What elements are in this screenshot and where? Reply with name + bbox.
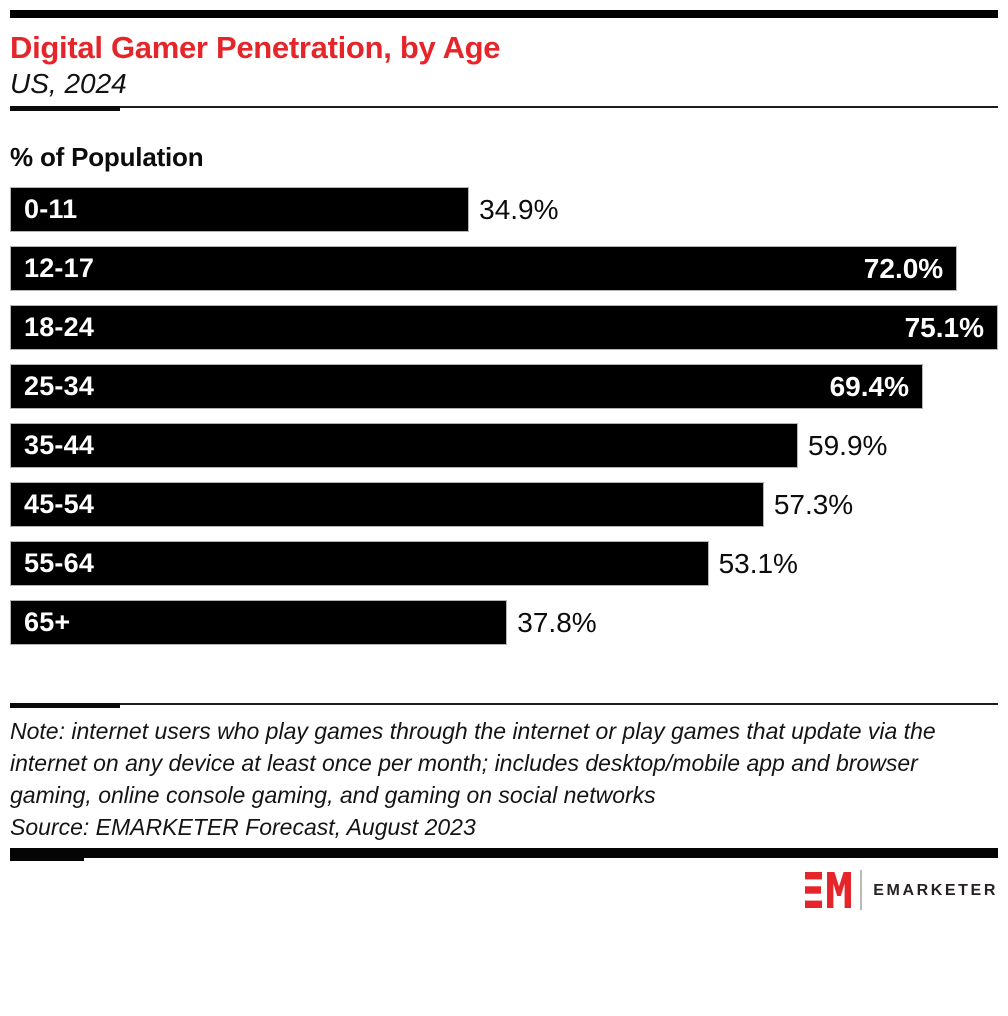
note-line: gaming, online console gaming, and gamin… (10, 782, 656, 808)
bar-row: 0-11 34.9% (10, 187, 998, 232)
bottom-rule-bar-notch (10, 848, 84, 861)
note-line: Note: internet users who play games thro… (10, 718, 936, 744)
bar-12-17: 12-17 72.0% (10, 246, 958, 291)
bar-category-label: 55-64 (24, 548, 95, 578)
brand-footer: EMARKETER (10, 869, 998, 911)
bar-65+: 65+ (10, 600, 508, 645)
page-title: Digital Gamer Penetration, by Age (10, 30, 501, 65)
bar-value-label: 72.0% (863, 252, 944, 284)
bar-25-34: 25-34 69.4% (10, 364, 923, 409)
bar-value-label: 37.8% (517, 606, 597, 638)
bar-35-44: 35-44 (10, 423, 799, 468)
footer-divider-thick-segment (10, 703, 120, 708)
footer-divider (10, 703, 998, 708)
header-divider-thick-segment (10, 106, 120, 111)
bar-category-label: 25-34 (24, 371, 95, 401)
axis-unit-label: % of Population (10, 142, 204, 172)
bar-18-24: 18-24 75.1% (10, 305, 998, 350)
brand-wordmark: EMARKETER (873, 882, 998, 899)
bar-chart: 0-11 34.9% 12-17 72.0% 18-24 75.1% 25-34 69.4% 3… (10, 187, 998, 645)
bar-category-label: 18-24 (24, 312, 95, 342)
bar-value-label: 59.9% (808, 429, 888, 461)
footer-divider-thin-segment (120, 703, 998, 705)
bar-row: 45-54 57.3% (10, 482, 998, 527)
bar-category-label: 35-44 (24, 430, 95, 460)
top-rule-bar (10, 10, 998, 18)
bar-value-label: 34.9% (479, 193, 559, 225)
bar-category-label: 65+ (24, 607, 71, 637)
bar-category-label: 0-11 (24, 194, 78, 224)
bar-category-label: 12-17 (24, 253, 95, 283)
bar-value-label: 53.1% (718, 547, 798, 579)
bottom-rule-bar (10, 848, 998, 861)
bar-row: 35-44 59.9% (10, 423, 998, 468)
logo-divider (860, 870, 863, 910)
bar-value-label: 57.3% (773, 488, 854, 520)
bar-row: 18-24 75.1% (10, 305, 998, 350)
bar-category-label: 45-54 (24, 489, 95, 519)
note-block: Note: internet users who play games thro… (10, 715, 998, 843)
chart-page: Digital Gamer Penetration, by Age US, 20… (10, 10, 998, 911)
bar-value-label: 69.4% (829, 370, 909, 402)
header-divider-thin-segment (120, 106, 998, 108)
bar-value-label: 75.1% (904, 311, 984, 343)
header-divider (10, 106, 998, 111)
note-line: internet on any device at least once per… (10, 750, 918, 776)
bar-row: 12-17 72.0% (10, 246, 998, 291)
bar-row: 25-34 69.4% (10, 364, 998, 409)
bar-0-11: 0-11 (10, 187, 470, 232)
page-subtitle: US, 2024 (10, 68, 127, 99)
bar-row: 65+ 37.8% (10, 600, 998, 645)
bar-45-54: 45-54 (10, 482, 764, 527)
emarketer-logo-icon (805, 871, 852, 908)
bar-55-64: 55-64 (10, 541, 709, 586)
source-line: Source: EMARKETER Forecast, August 2023 (10, 814, 476, 840)
bar-row: 55-64 53.1% (10, 541, 998, 586)
